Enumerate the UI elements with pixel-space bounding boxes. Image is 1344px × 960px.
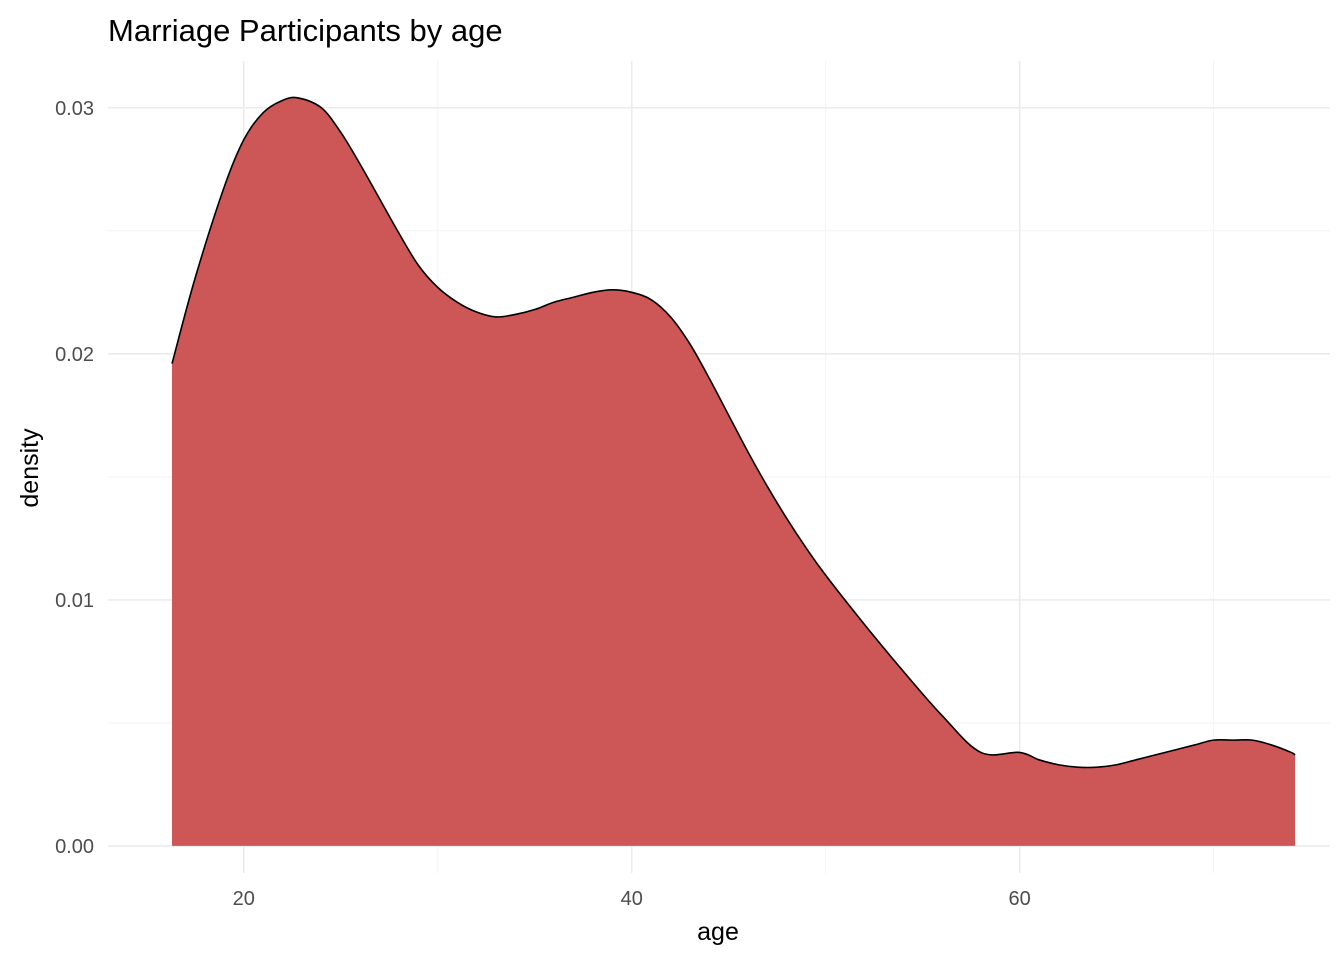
y-tick-label: 0.00	[55, 836, 94, 858]
y-tick-label: 0.01	[55, 590, 94, 612]
chart-title: Marriage Participants by age	[108, 13, 503, 48]
x-tick-label: 20	[233, 888, 255, 910]
y-tick-label: 0.03	[55, 98, 94, 120]
density-line	[171, 96, 1296, 769]
y-axis-tick-labels: 0.00 0.01 0.02 0.03	[55, 98, 94, 858]
density-area	[172, 97, 1296, 846]
y-axis-title: density	[16, 428, 44, 508]
x-tick-label: 60	[1009, 888, 1031, 910]
plot-panel	[108, 61, 1330, 873]
y-tick-label: 0.02	[55, 344, 94, 366]
x-axis-tick-labels: 20 40 60	[233, 888, 1031, 910]
x-axis-title: age	[697, 918, 739, 946]
x-tick-label: 40	[621, 888, 643, 910]
